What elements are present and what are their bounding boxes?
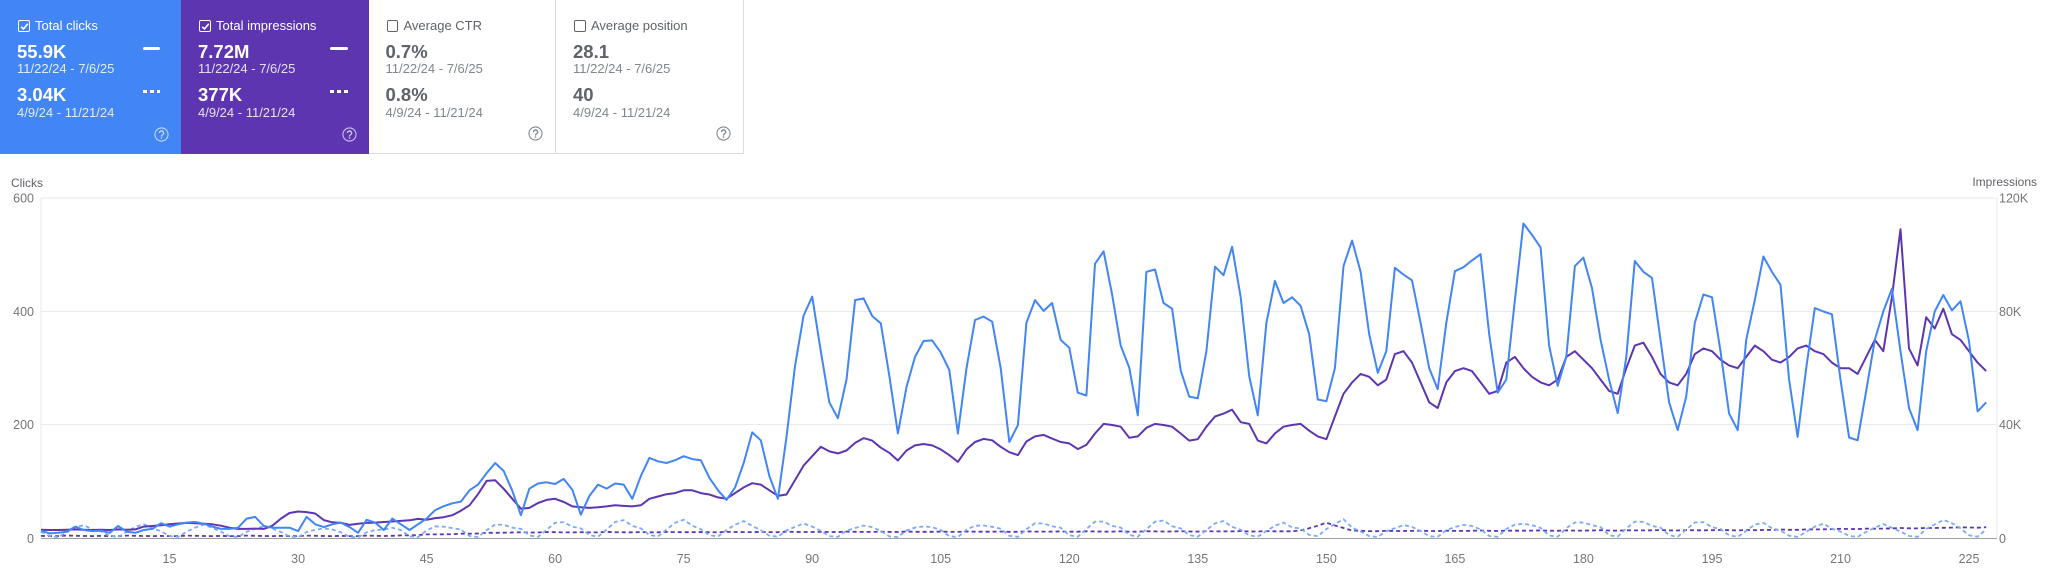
- svg-text:0: 0: [27, 532, 34, 546]
- svg-text:40K: 40K: [1999, 418, 2022, 432]
- svg-text:15: 15: [163, 552, 177, 566]
- svg-text:60: 60: [548, 552, 562, 566]
- svg-text:200: 200: [13, 418, 34, 432]
- svg-text:0: 0: [1999, 532, 2006, 546]
- svg-text:195: 195: [1702, 552, 1723, 566]
- svg-text:Impressions: Impressions: [1972, 175, 2037, 189]
- svg-text:180: 180: [1573, 552, 1594, 566]
- svg-text:400: 400: [13, 305, 34, 319]
- svg-text:150: 150: [1316, 552, 1337, 566]
- svg-text:75: 75: [677, 552, 691, 566]
- svg-text:165: 165: [1444, 552, 1465, 566]
- svg-text:30: 30: [291, 552, 305, 566]
- svg-text:105: 105: [930, 552, 951, 566]
- svg-text:Clicks: Clicks: [11, 176, 43, 190]
- svg-text:45: 45: [420, 552, 434, 566]
- svg-text:225: 225: [1959, 552, 1980, 566]
- svg-text:120: 120: [1059, 552, 1080, 566]
- svg-text:600: 600: [13, 192, 34, 206]
- svg-text:135: 135: [1187, 552, 1208, 566]
- svg-text:80K: 80K: [1999, 305, 2022, 319]
- svg-text:210: 210: [1830, 552, 1851, 566]
- svg-text:120K: 120K: [1999, 192, 2029, 206]
- svg-text:90: 90: [805, 552, 819, 566]
